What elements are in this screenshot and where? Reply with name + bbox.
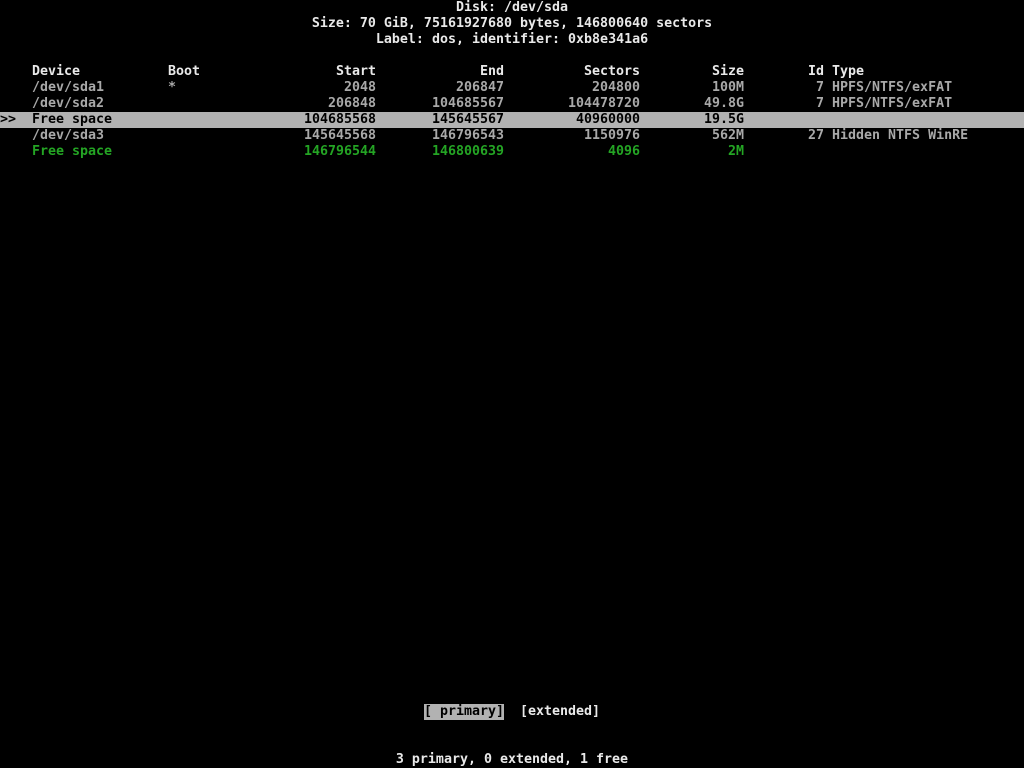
end-cell: 146800639 <box>431 144 504 159</box>
boot-cell: * <box>168 80 177 95</box>
device-cell: Free space <box>32 112 113 127</box>
selection-pointer: >> <box>0 112 17 127</box>
start-cell: 104685568 <box>303 112 376 127</box>
menu-bar: [ primary] [extended] <box>0 704 1024 720</box>
disk-label-info: Label: dos, identifier: 0xb8e341a6 <box>375 32 649 47</box>
disk-size-info: Size: 70 GiB, 75161927680 bytes, 1468006… <box>311 16 713 31</box>
column-header-start: Start <box>335 64 376 79</box>
sectors-cell: 4096 <box>607 144 640 159</box>
type-cell: HPFS/NTFS/exFAT <box>832 80 953 95</box>
disk-title: Disk: /dev/sda <box>455 0 569 15</box>
partition-summary-status: 3 primary, 0 extended, 1 free <box>395 752 629 767</box>
type-cell: Hidden NTFS WinRE <box>832 128 969 143</box>
end-cell: 206847 <box>455 80 504 95</box>
start-cell: 206848 <box>327 96 376 111</box>
device-cell: Free space <box>32 144 113 159</box>
id-cell: 7 <box>815 80 824 95</box>
extended-button[interactable]: [extended] <box>520 704 601 719</box>
device-cell: /dev/sda2 <box>32 96 105 111</box>
size-cell: 49.8G <box>703 96 744 111</box>
size-cell: 2M <box>727 144 744 159</box>
table-header-row: Device Boot Start End Sectors Size Id Ty… <box>0 64 1024 80</box>
sectors-cell: 104478720 <box>567 96 640 111</box>
column-header-size: Size <box>711 64 744 79</box>
column-header-end: End <box>479 64 504 79</box>
column-header-sectors: Sectors <box>583 64 640 79</box>
table-row[interactable]: Free space 146796544 146800639 4096 2M <box>0 144 1024 160</box>
device-cell: /dev/sda3 <box>32 128 105 143</box>
table-row[interactable]: /dev/sda2 206848 104685567 104478720 49.… <box>0 96 1024 112</box>
column-header-boot: Boot <box>168 64 201 79</box>
sectors-cell: 40960000 <box>575 112 640 127</box>
id-cell: 7 <box>815 96 824 111</box>
sectors-cell: 1150976 <box>583 128 640 143</box>
table-row[interactable]: /dev/sda1 * 2048 206847 204800 100M 7 HP… <box>0 80 1024 96</box>
start-cell: 145645568 <box>303 128 376 143</box>
primary-button[interactable]: [ primary] <box>423 704 504 720</box>
column-header-type: Type <box>832 64 865 79</box>
end-cell: 145645567 <box>431 112 504 127</box>
size-cell: 100M <box>711 80 744 95</box>
column-header-id: Id <box>807 64 824 79</box>
size-cell: 19.5G <box>703 112 744 127</box>
size-cell: 562M <box>711 128 744 143</box>
type-cell: HPFS/NTFS/exFAT <box>832 96 953 111</box>
sectors-cell: 204800 <box>591 80 640 95</box>
start-cell: 2048 <box>343 80 376 95</box>
partition-table-body: /dev/sda1 * 2048 206847 204800 100M 7 HP… <box>0 80 1024 368</box>
end-cell: 146796543 <box>431 128 504 143</box>
start-cell: 146796544 <box>303 144 376 159</box>
id-cell: 27 <box>807 128 824 143</box>
table-row[interactable]: >> Free space 104685568 145645567 409600… <box>0 112 1024 128</box>
column-header-device: Device <box>32 64 81 79</box>
table-row[interactable]: /dev/sda3 145645568 146796543 1150976 56… <box>0 128 1024 144</box>
device-cell: /dev/sda1 <box>32 80 105 95</box>
end-cell: 104685567 <box>431 96 504 111</box>
